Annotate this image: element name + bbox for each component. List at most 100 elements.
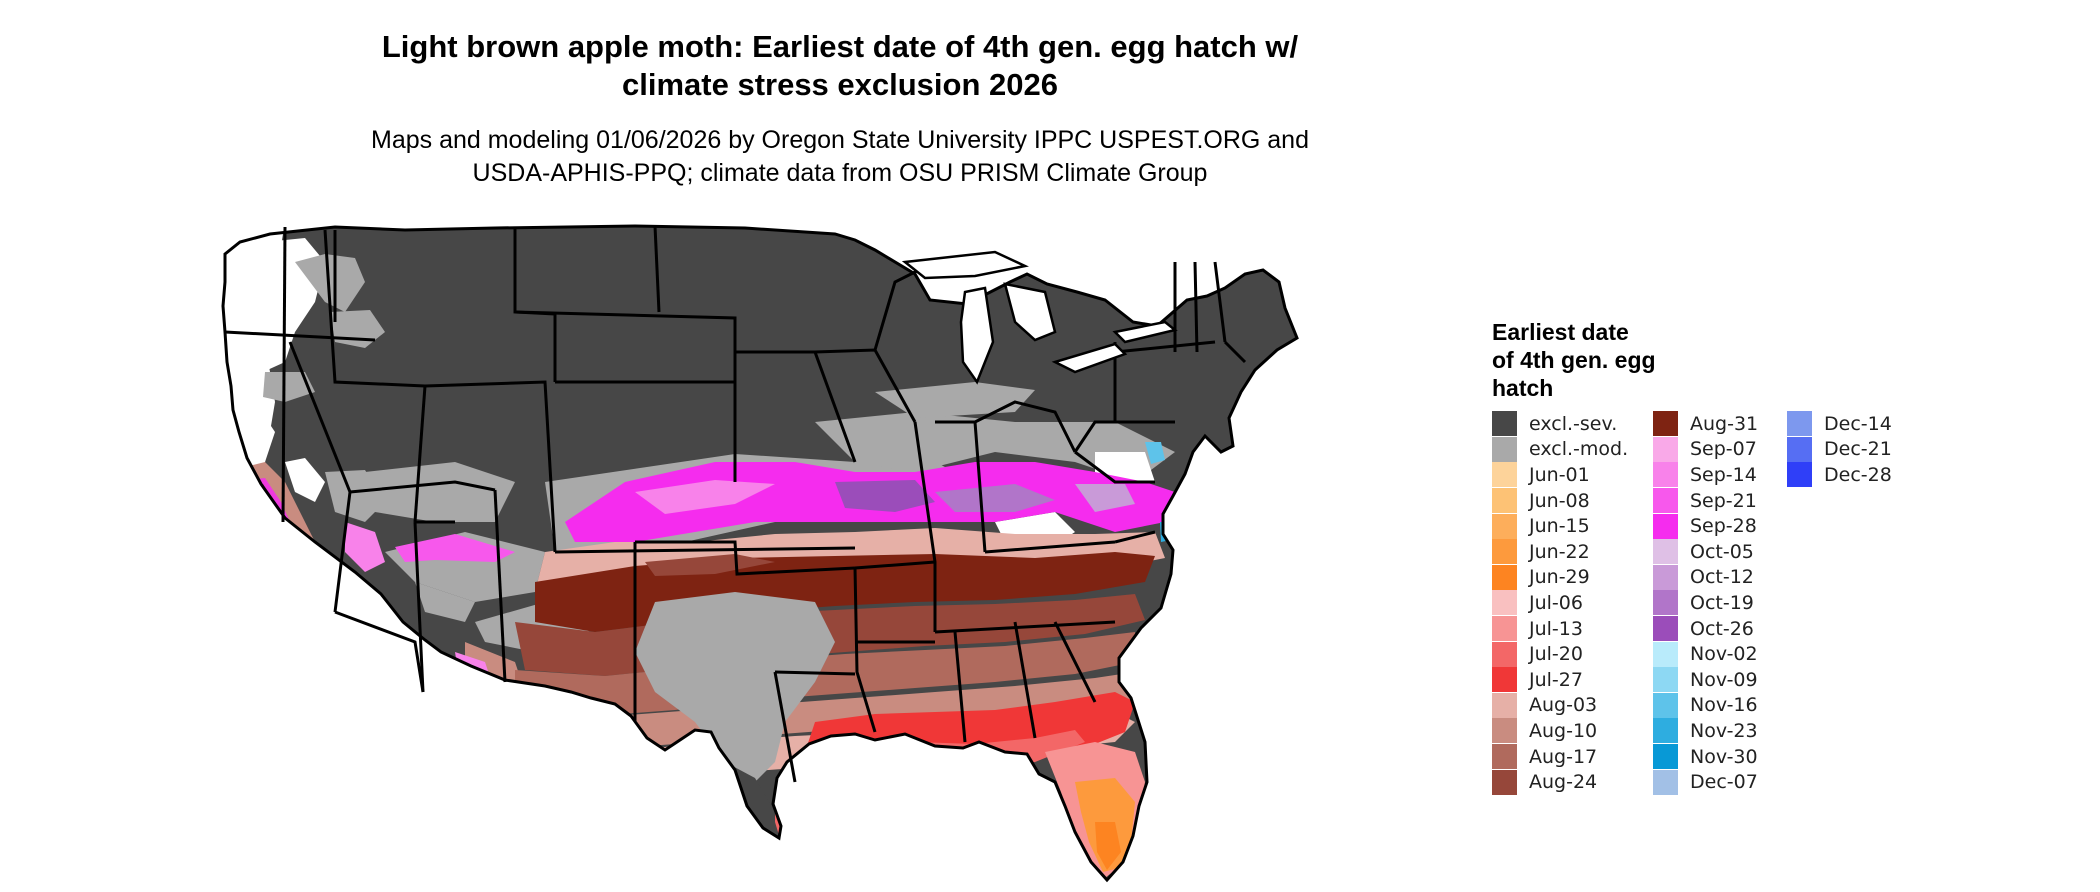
legend-swatch [1492,564,1517,590]
legend-label: Oct-19 [1690,591,1754,614]
legend-swatch [1492,718,1517,744]
legend-swatch [1492,667,1517,693]
legend-label: Oct-05 [1690,540,1754,563]
legend-item: Oct-19 [1653,590,1758,616]
legend-label: Jun-08 [1529,489,1590,512]
state-borders [221,224,1299,882]
legend-label: Aug-03 [1529,694,1598,717]
legend-swatch [1653,590,1678,616]
legend-label: Sep-28 [1690,515,1757,538]
legend-swatch [1492,744,1517,770]
legend-swatch [1653,488,1678,514]
legend-swatch [1492,769,1517,795]
legend-item: Oct-26 [1653,616,1758,642]
legend-label: Dec-07 [1690,771,1758,794]
map-subtitle-line-1: Maps and modeling 01/06/2026 by Oregon S… [371,126,1309,154]
legend-label: Nov-09 [1690,668,1758,691]
legend-label: Dec-21 [1824,438,1892,461]
legend-item: Dec-07 [1653,769,1758,795]
legend-swatch [1492,436,1517,462]
legend-item: Dec-28 [1787,462,1892,488]
legend-item: Nov-09 [1653,667,1758,693]
legend-item: Nov-23 [1653,718,1758,744]
legend-item: Jul-13 [1492,616,1628,642]
legend-swatch [1653,718,1678,744]
legend-swatch [1653,769,1678,795]
legend-item: Aug-31 [1653,411,1758,437]
legend-title-line-3: hatch [1492,375,1554,401]
legend-label: Nov-23 [1690,719,1758,742]
legend-label: Aug-17 [1529,745,1598,768]
legend-item: Jul-20 [1492,641,1628,667]
legend-item: Aug-03 [1492,692,1628,719]
legend-label: Oct-26 [1690,617,1754,640]
legend-item: Jun-15 [1492,513,1628,539]
legend-item: Jun-01 [1492,462,1628,488]
legend-column-3: Dec-14 Dec-21 Dec-28 [1787,411,1892,488]
legend-column-1: excl.-sev. excl.-mod. Jun-01 Jun-08 Jun-15 Ju… [1492,411,1628,795]
legend-label: Jul-06 [1529,591,1583,614]
legend-swatch [1653,641,1678,667]
legend-label: Jun-01 [1529,463,1590,486]
map-subtitle-line-2: USDA-APHIS-PPQ; climate data from OSU PR… [472,159,1208,187]
legend-item: Aug-17 [1492,744,1628,770]
legend-swatch [1653,513,1678,539]
legend-swatch [1653,411,1678,437]
legend-item: Jun-08 [1492,488,1628,514]
legend-column-2: Aug-31 Sep-07 Sep-14 Sep-21 Sep-28 Oct-05 Oct-… [1653,411,1758,795]
legend-item: excl.-mod. [1492,436,1629,463]
legend-label: Sep-07 [1690,438,1757,461]
legend-item: excl.-sev. [1492,411,1628,437]
legend-swatch [1653,436,1678,462]
legend-swatch [1492,411,1517,437]
legend-swatch [1492,641,1517,667]
legend-swatch [1787,462,1812,488]
legend-label: Aug-24 [1529,771,1598,794]
legend-item: Sep-28 [1653,513,1758,539]
legend-item: Aug-24 [1492,769,1628,795]
legend-item: Jun-22 [1492,539,1628,565]
legend-item: Jul-27 [1492,667,1628,693]
legend-title: Earliest date of 4th gen. egg hatch [1492,318,1712,402]
legend-swatch [1787,436,1812,462]
legend-label: Sep-21 [1690,489,1757,512]
legend-label: Nov-16 [1690,694,1758,717]
legend-label: excl.-mod. [1529,438,1629,461]
legend-label: Aug-31 [1690,412,1759,435]
legend-swatch [1653,462,1678,488]
legend-swatch [1492,488,1517,514]
legend-swatch [1492,692,1517,718]
map-subtitle: Maps and modeling 01/06/2026 by Oregon S… [300,124,1380,190]
legend-label: Jun-29 [1529,566,1590,589]
legend-label: Oct-12 [1690,566,1754,589]
legend-swatch [1653,564,1678,590]
great-lakes [901,250,1178,385]
legend-item: Jun-29 [1492,564,1628,591]
legend-label: Dec-14 [1824,412,1892,435]
us-map [221,224,1299,882]
legend-label: Sep-14 [1690,463,1757,486]
legend-swatch [1492,513,1517,539]
legend-item: Dec-14 [1787,411,1892,437]
legend-item: Sep-14 [1653,462,1758,488]
legend-swatch [1653,667,1678,693]
legend-item: Dec-21 [1787,436,1892,463]
legend-swatch [1653,744,1678,770]
legend-swatch [1492,462,1517,488]
legend-title-line-1: Earliest date [1492,319,1629,345]
legend-swatch [1653,616,1678,642]
legend-label: Aug-10 [1529,719,1598,742]
legend-label: Nov-02 [1690,643,1758,666]
legend-item: Sep-21 [1653,488,1758,514]
map-title-line-2: climate stress exclusion 2026 [622,67,1058,102]
legend-swatch [1492,616,1517,642]
legend-title-line-2: of 4th gen. egg [1492,347,1656,373]
legend-label: Jul-13 [1529,617,1583,640]
legend-item: Sep-07 [1653,436,1758,463]
legend-label: Dec-28 [1824,463,1892,486]
legend-label: Jul-20 [1529,643,1583,666]
legend-label: Jul-27 [1529,668,1583,691]
legend-item: Aug-10 [1492,718,1628,744]
legend-label: Jun-22 [1529,540,1590,563]
